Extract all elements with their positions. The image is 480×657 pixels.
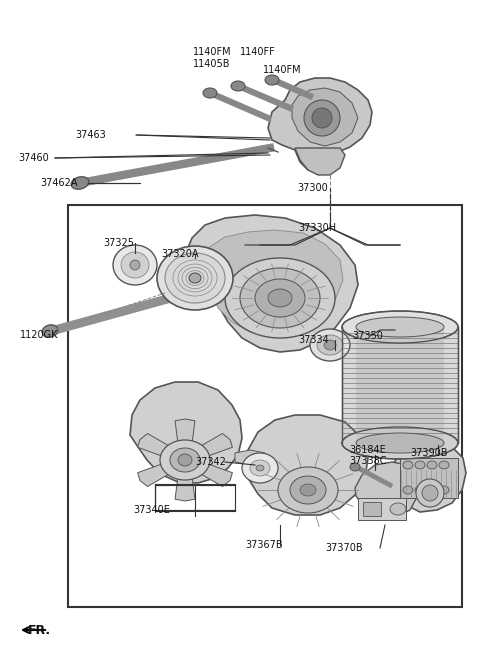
Text: 36184E: 36184E bbox=[349, 445, 386, 455]
Text: 37320A: 37320A bbox=[161, 249, 199, 259]
Polygon shape bbox=[202, 464, 232, 486]
Ellipse shape bbox=[42, 325, 58, 337]
Ellipse shape bbox=[71, 177, 89, 189]
Text: 1140FM: 1140FM bbox=[263, 65, 301, 75]
Ellipse shape bbox=[415, 486, 425, 494]
Text: 37342: 37342 bbox=[195, 457, 226, 467]
Bar bbox=[68, 205, 462, 607]
Ellipse shape bbox=[165, 253, 225, 303]
Ellipse shape bbox=[300, 484, 316, 496]
Text: 37340E: 37340E bbox=[133, 505, 170, 515]
Text: 37462A: 37462A bbox=[40, 178, 77, 188]
Bar bbox=[400, 458, 458, 498]
Text: 37330H: 37330H bbox=[298, 223, 336, 233]
Ellipse shape bbox=[356, 317, 444, 337]
Polygon shape bbox=[130, 382, 242, 483]
Ellipse shape bbox=[304, 100, 340, 136]
Ellipse shape bbox=[312, 108, 332, 128]
Ellipse shape bbox=[278, 467, 338, 513]
Ellipse shape bbox=[342, 311, 458, 343]
Text: 1120GK: 1120GK bbox=[20, 330, 59, 340]
Ellipse shape bbox=[416, 479, 444, 507]
Polygon shape bbox=[356, 327, 444, 443]
Text: 37350: 37350 bbox=[352, 331, 383, 341]
Text: 37463: 37463 bbox=[75, 130, 106, 140]
Polygon shape bbox=[342, 327, 458, 443]
Ellipse shape bbox=[203, 88, 217, 98]
Ellipse shape bbox=[242, 453, 278, 483]
Ellipse shape bbox=[403, 486, 413, 494]
Ellipse shape bbox=[350, 463, 360, 471]
Polygon shape bbox=[292, 88, 358, 146]
Ellipse shape bbox=[250, 460, 270, 476]
Text: 11405B: 11405B bbox=[193, 59, 230, 69]
Text: 37338C: 37338C bbox=[349, 456, 386, 466]
Ellipse shape bbox=[342, 427, 458, 459]
Ellipse shape bbox=[310, 329, 350, 361]
Text: 37325: 37325 bbox=[103, 238, 134, 248]
Polygon shape bbox=[200, 230, 343, 335]
Ellipse shape bbox=[231, 81, 245, 91]
Polygon shape bbox=[138, 464, 168, 486]
Ellipse shape bbox=[390, 503, 406, 515]
Ellipse shape bbox=[256, 465, 264, 471]
Polygon shape bbox=[295, 148, 345, 175]
Text: 37367B: 37367B bbox=[245, 540, 283, 550]
Bar bbox=[358, 498, 406, 520]
Ellipse shape bbox=[255, 279, 305, 317]
Polygon shape bbox=[268, 78, 372, 172]
Ellipse shape bbox=[240, 268, 320, 328]
Ellipse shape bbox=[427, 486, 437, 494]
Ellipse shape bbox=[178, 454, 192, 466]
Ellipse shape bbox=[427, 461, 437, 469]
Ellipse shape bbox=[290, 476, 326, 504]
Text: FR.: FR. bbox=[28, 623, 51, 637]
Ellipse shape bbox=[265, 75, 279, 85]
Text: 1140FM: 1140FM bbox=[193, 47, 232, 57]
Polygon shape bbox=[185, 215, 358, 352]
Polygon shape bbox=[235, 450, 265, 465]
Ellipse shape bbox=[225, 258, 335, 338]
Ellipse shape bbox=[268, 289, 292, 307]
Ellipse shape bbox=[121, 252, 149, 278]
Ellipse shape bbox=[170, 448, 200, 472]
Ellipse shape bbox=[422, 485, 438, 501]
Polygon shape bbox=[175, 419, 195, 441]
Polygon shape bbox=[175, 479, 195, 501]
Ellipse shape bbox=[439, 486, 449, 494]
Ellipse shape bbox=[356, 433, 444, 453]
Ellipse shape bbox=[415, 461, 425, 469]
Polygon shape bbox=[355, 462, 418, 518]
Text: 37390B: 37390B bbox=[410, 448, 447, 458]
Polygon shape bbox=[392, 443, 466, 512]
Ellipse shape bbox=[403, 461, 413, 469]
Ellipse shape bbox=[439, 461, 449, 469]
Text: 37300: 37300 bbox=[297, 183, 328, 193]
Ellipse shape bbox=[324, 340, 336, 350]
Text: 37460: 37460 bbox=[18, 153, 49, 163]
Ellipse shape bbox=[189, 273, 201, 283]
Text: 37370B: 37370B bbox=[325, 543, 362, 553]
Ellipse shape bbox=[160, 440, 210, 480]
Text: 37334: 37334 bbox=[298, 335, 329, 345]
Ellipse shape bbox=[113, 245, 157, 285]
Ellipse shape bbox=[317, 335, 343, 355]
Polygon shape bbox=[246, 415, 368, 515]
Ellipse shape bbox=[157, 246, 233, 310]
Polygon shape bbox=[202, 434, 232, 455]
Ellipse shape bbox=[130, 260, 140, 270]
Bar bbox=[363, 502, 381, 516]
Text: 1140FF: 1140FF bbox=[240, 47, 276, 57]
Polygon shape bbox=[138, 434, 168, 455]
